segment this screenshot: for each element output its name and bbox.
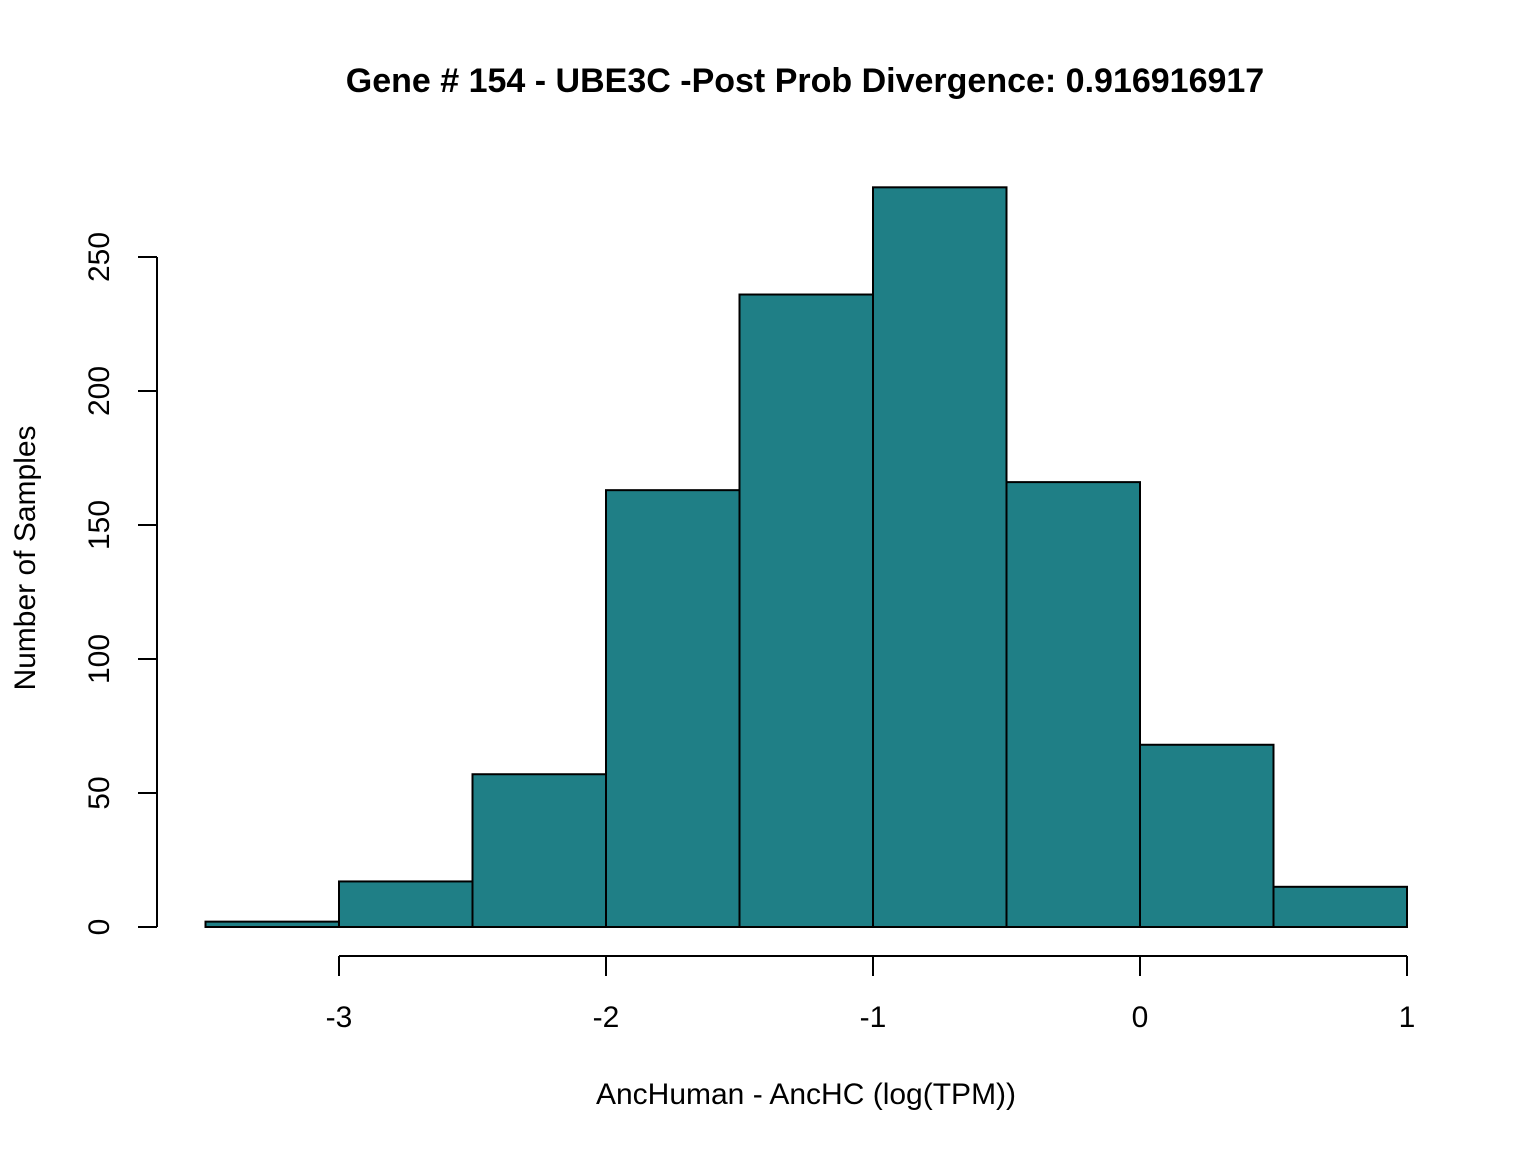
y-axis-label: Number of Samples (9, 425, 42, 690)
histogram-bar-2 (338, 880, 474, 929)
y-tick-label: 200 (83, 366, 116, 416)
x-tick-label: -3 (326, 1001, 353, 1034)
x-axis: -3 -2 -1 0 1 (326, 955, 1416, 1034)
x-tick-label: -1 (860, 1001, 887, 1034)
histogram-bar-4 (605, 489, 741, 928)
y-tick-label: 0 (83, 919, 116, 936)
x-tick-label: -2 (593, 1001, 620, 1034)
histogram-bar-1 (204, 920, 340, 929)
x-tick-label: 1 (1399, 1001, 1416, 1034)
y-axis: 0 50 100 150 200 250 (83, 232, 158, 936)
chart-title: Gene # 154 - UBE3C -Post Prob Divergence… (346, 62, 1264, 100)
histogram-bar-9 (1272, 885, 1408, 928)
histogram-bar-7 (1005, 481, 1141, 928)
histogram-bar-3 (471, 773, 607, 928)
histogram-bar-8 (1139, 743, 1275, 929)
x-tick-label: 0 (1132, 1001, 1149, 1034)
y-tick-label: 100 (83, 634, 116, 684)
x-axis-label: AncHuman - AncHC (log(TPM)) (596, 1078, 1016, 1111)
bars-group (204, 186, 1408, 929)
y-tick-label: 250 (83, 232, 116, 282)
histogram-bar-6 (872, 186, 1008, 928)
histogram-bar-5 (738, 293, 874, 928)
y-tick-label: 50 (83, 776, 116, 809)
y-tick-label: 150 (83, 500, 116, 550)
